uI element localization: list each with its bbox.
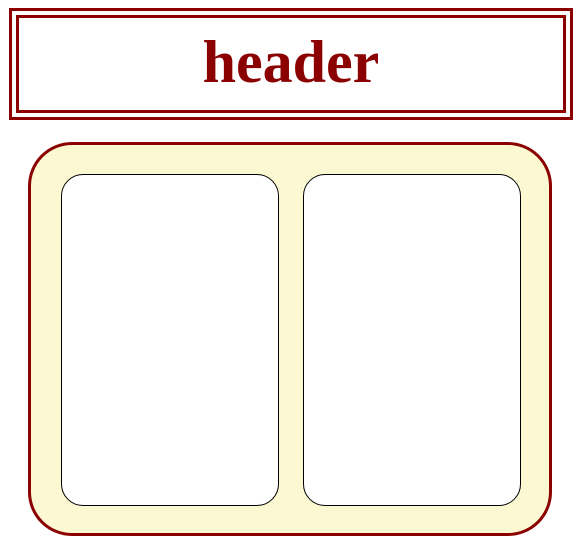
header-inner-border: header <box>16 15 566 113</box>
left-panel-card <box>61 174 279 506</box>
header-box: header <box>9 8 573 120</box>
header-title: header <box>202 29 380 95</box>
right-panel-card <box>303 174 521 506</box>
